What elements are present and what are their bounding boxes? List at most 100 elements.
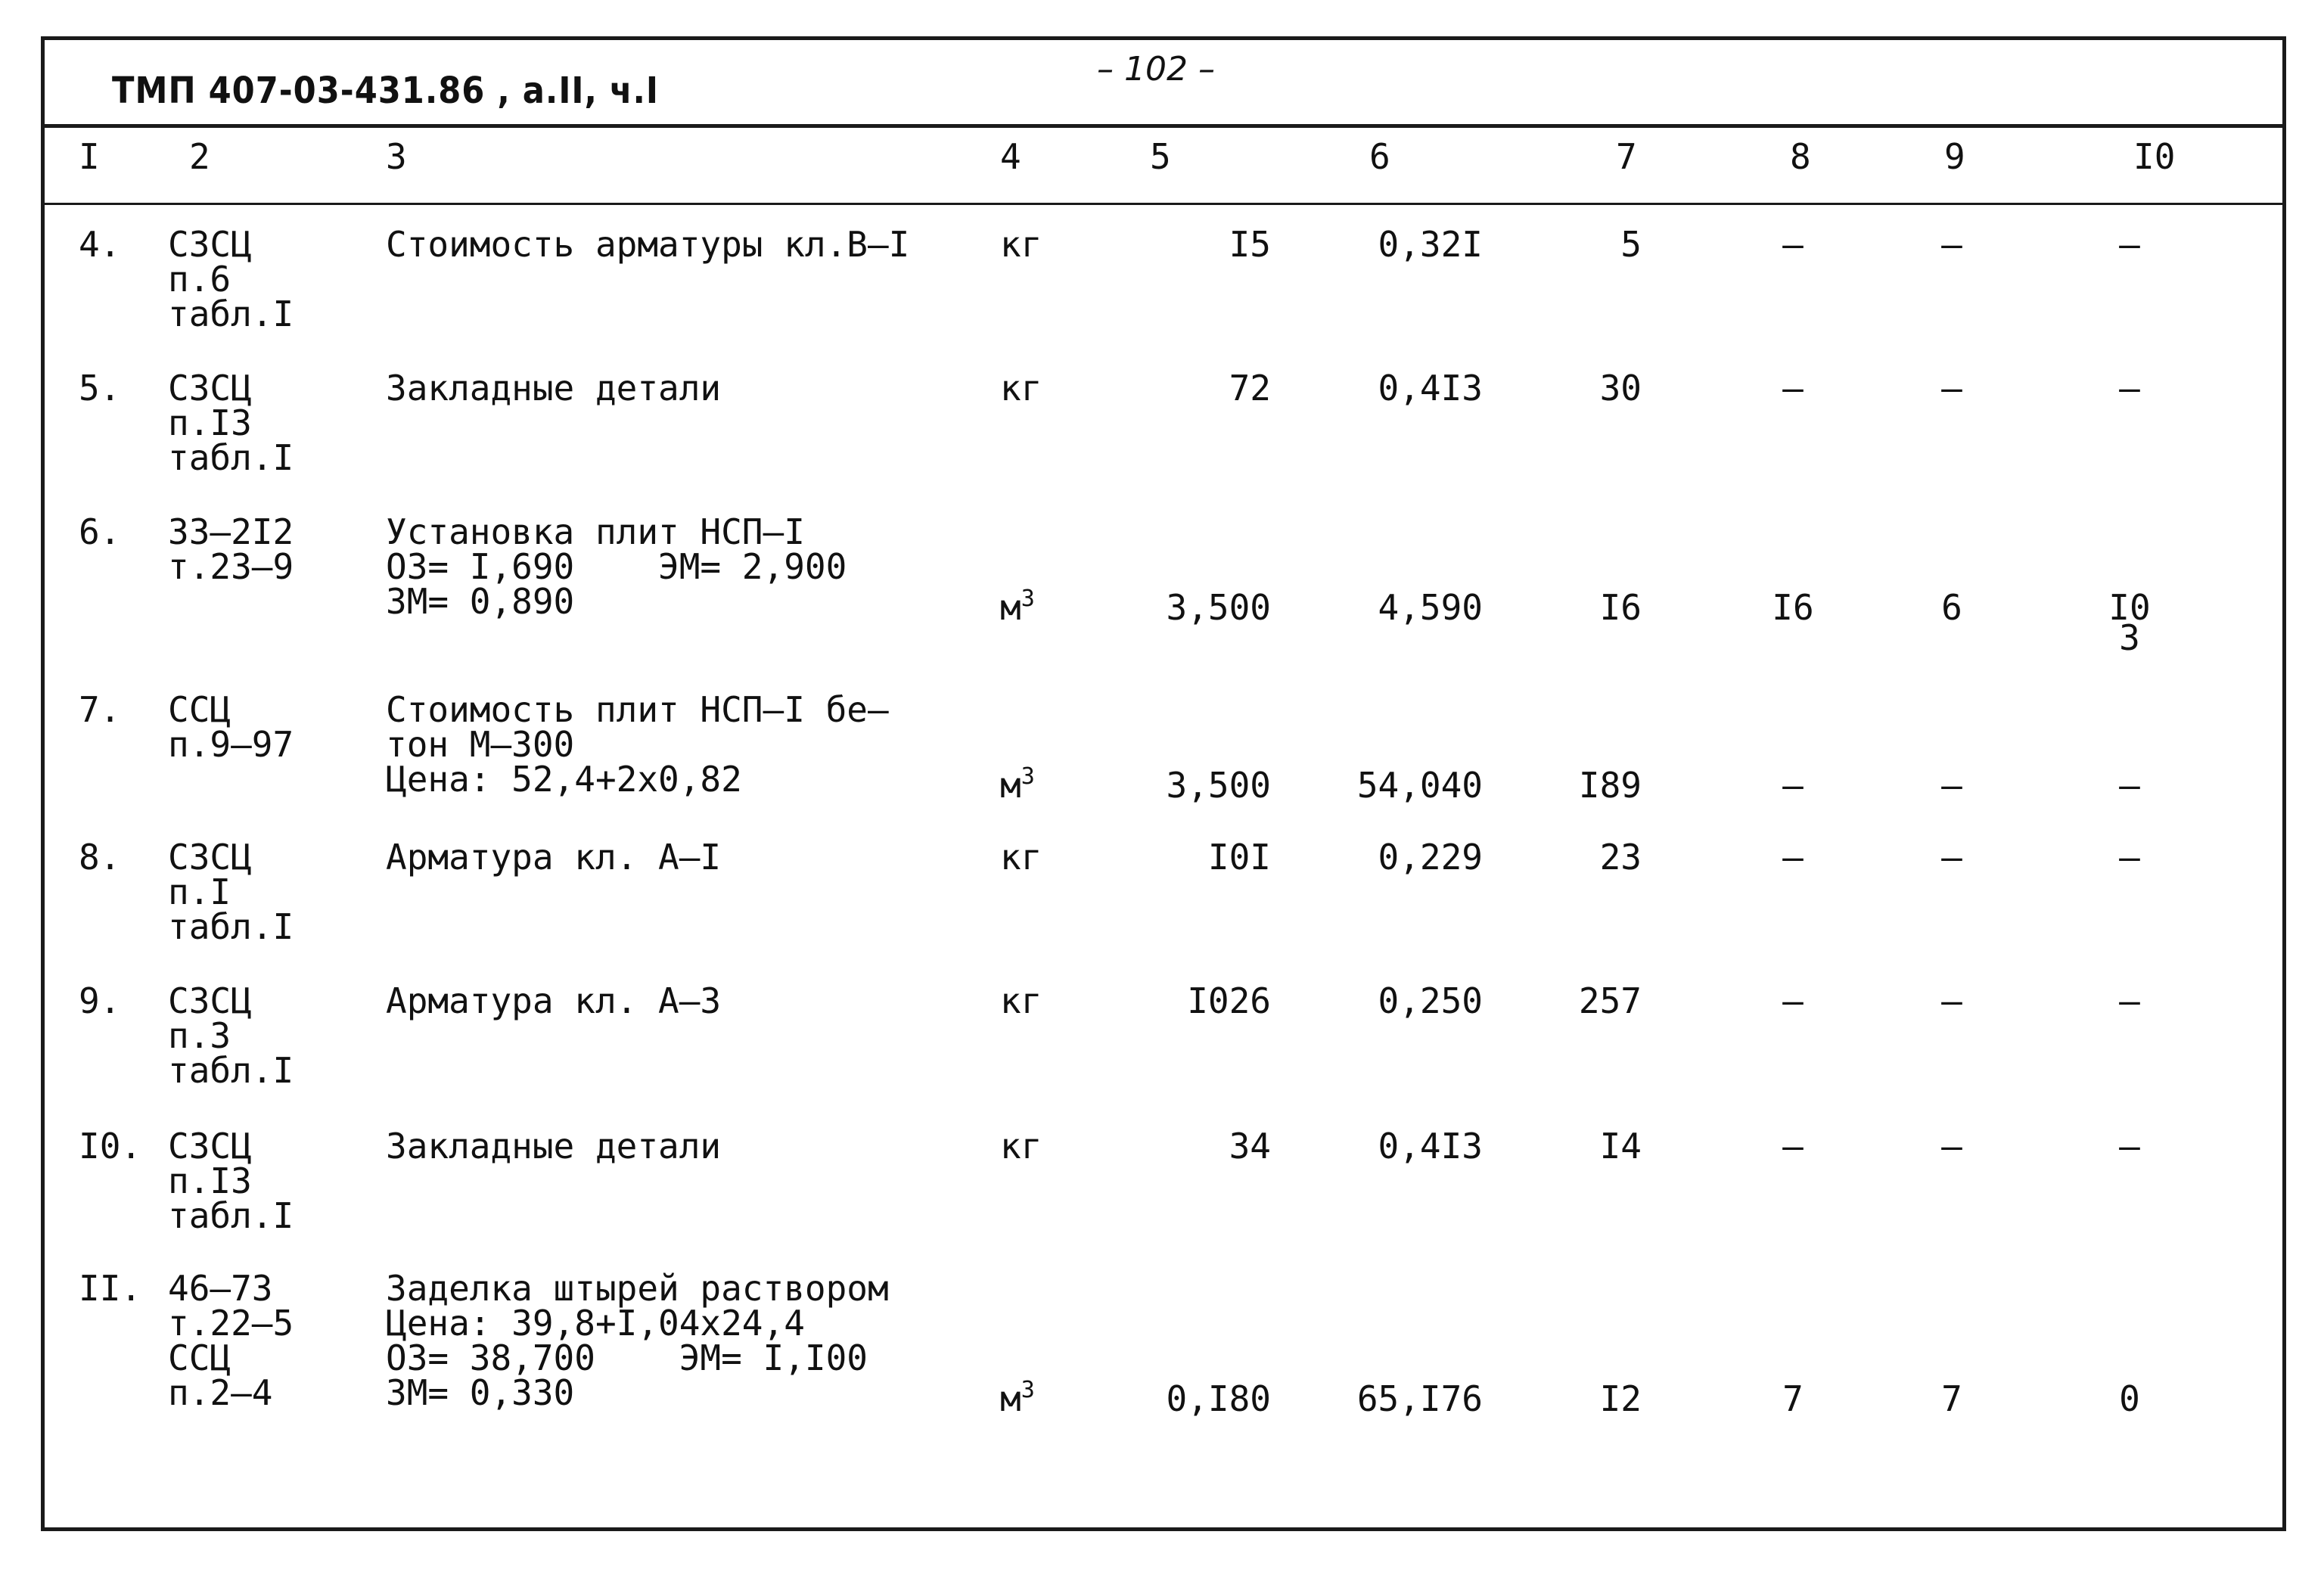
row-total-cost: I89 xyxy=(1578,765,1642,806)
row-reference-line: п.I xyxy=(168,871,231,912)
row-reference-line: 33–2I2 xyxy=(168,511,294,552)
column-header-2: 2 xyxy=(189,136,210,177)
row-unit: кг xyxy=(1000,837,1042,878)
row-quantity: 72 xyxy=(1229,368,1271,409)
column-header-3: 3 xyxy=(386,136,407,177)
row-col8: 7 xyxy=(1782,1378,1804,1419)
row-col9: 6 xyxy=(1941,587,1962,628)
row-reference-line: п.I3 xyxy=(168,402,252,443)
row-reference-line: ССЦ xyxy=(168,689,231,730)
row-col9: – xyxy=(1941,837,1962,878)
row-col8: – xyxy=(1782,224,1804,265)
row-col9: 7 xyxy=(1941,1378,1962,1419)
row-reference-line: т.22–5 xyxy=(168,1303,294,1344)
row-reference-line: ССЦ xyxy=(168,1337,231,1378)
row-description-line: Стоимость арматуры кл.В–I xyxy=(386,224,910,265)
row-reference-line: табл.I xyxy=(168,1195,294,1236)
row-col9: – xyxy=(1941,1126,1962,1167)
row-description-line: ОЗ= 38,700 ЭМ= I,I00 xyxy=(386,1337,868,1378)
column-header-divider xyxy=(41,203,2286,205)
row-col10: – xyxy=(2119,980,2140,1021)
row-col8: I6 xyxy=(1772,587,1814,628)
row-reference-line: табл.I xyxy=(168,1050,294,1091)
row-quantity: I026 xyxy=(1187,980,1271,1021)
row-description-line: Цена: 52,4+2х0,82 xyxy=(386,759,742,800)
row-col10: – xyxy=(2119,837,2140,878)
column-header-7: 7 xyxy=(1616,136,1637,177)
row-total-cost: 23 xyxy=(1599,837,1642,878)
column-header-4: 4 xyxy=(1000,136,1021,177)
column-header-8: 8 xyxy=(1790,136,1811,177)
row-description-line: ЗМ= 0,330 xyxy=(386,1372,575,1413)
unit-exponent: 3 xyxy=(1021,586,1035,612)
row-number: II. xyxy=(79,1268,142,1309)
page-number: – 102 – xyxy=(1097,50,1215,89)
row-total-cost: I4 xyxy=(1599,1126,1642,1167)
row-reference-line: СЗСЦ xyxy=(168,224,252,265)
row-quantity: I0I xyxy=(1207,837,1271,878)
row-col8: – xyxy=(1782,368,1804,409)
unit-exponent: 3 xyxy=(1021,1377,1035,1403)
row-reference-line: табл.I xyxy=(168,906,294,947)
row-total-cost: 30 xyxy=(1599,368,1642,409)
row-col8: – xyxy=(1782,765,1804,806)
row-unit: м3 xyxy=(1000,586,1035,628)
row-number: 4. xyxy=(79,224,121,265)
row-col10: 3 xyxy=(2119,617,2140,658)
row-reference-line: СЗСЦ xyxy=(168,1126,252,1167)
row-description-line: тон М–300 xyxy=(386,724,575,765)
row-reference-line: п.6 xyxy=(168,259,231,300)
document-frame xyxy=(41,36,2286,1531)
row-unit: м3 xyxy=(1000,1377,1035,1419)
row-reference-line: СЗСЦ xyxy=(168,368,252,409)
row-col10: I0 xyxy=(2108,587,2151,628)
document-title: ТМП 407-03-431.86 , а.II, ч.I xyxy=(112,70,659,112)
row-number: 9. xyxy=(79,980,121,1021)
row-col10: 0 xyxy=(2119,1378,2140,1419)
row-description-line: Заделка штырей раствором xyxy=(386,1268,889,1309)
row-total-cost: I2 xyxy=(1599,1378,1642,1419)
row-reference-line: т.23–9 xyxy=(168,546,294,587)
row-unit-price: 0,4I3 xyxy=(1378,1126,1483,1167)
row-reference-line: п.3 xyxy=(168,1015,231,1056)
column-header-6: 6 xyxy=(1369,136,1390,177)
row-unit-price: 54,040 xyxy=(1356,765,1483,806)
row-description-line: Установка плит НСП–I xyxy=(386,511,805,552)
row-description-line: Арматура кл. А–3 xyxy=(386,980,722,1021)
column-header-9: 9 xyxy=(1944,136,1965,177)
row-quantity: 34 xyxy=(1229,1126,1271,1167)
row-col9: – xyxy=(1941,368,1962,409)
column-header-5: 5 xyxy=(1150,136,1171,177)
row-col8: – xyxy=(1782,837,1804,878)
row-unit: м3 xyxy=(1000,763,1035,806)
row-col9: – xyxy=(1941,980,1962,1021)
row-reference-line: п.I3 xyxy=(168,1160,252,1201)
row-unit: кг xyxy=(1000,1126,1042,1167)
row-number: 6. xyxy=(79,511,121,552)
row-description-line: Стоимость плит НСП–I бе– xyxy=(386,689,889,730)
row-description-line: ЗМ= 0,890 xyxy=(386,581,575,622)
row-total-cost: 5 xyxy=(1620,224,1642,265)
row-unit-price: 0,229 xyxy=(1378,837,1483,878)
row-reference-line: табл.I xyxy=(168,437,294,478)
row-quantity: 3,500 xyxy=(1166,765,1271,806)
row-unit: кг xyxy=(1000,980,1042,1021)
row-col10: – xyxy=(2119,368,2140,409)
row-description-line: ОЗ= I,690 ЭМ= 2,900 xyxy=(386,546,847,587)
row-unit-price: 0,4I3 xyxy=(1378,368,1483,409)
row-col9: – xyxy=(1941,224,1962,265)
row-unit-price: 0,32I xyxy=(1378,224,1483,265)
column-header-10: I0 xyxy=(2133,136,2176,177)
row-description-line: Цена: 39,8+I,04х24,4 xyxy=(386,1303,805,1344)
row-col10: – xyxy=(2119,765,2140,806)
row-total-cost: 257 xyxy=(1578,980,1642,1021)
row-unit-price: 4,590 xyxy=(1378,587,1483,628)
row-unit: кг xyxy=(1000,368,1042,409)
row-reference-line: 46–73 xyxy=(168,1268,273,1309)
column-header-1: I xyxy=(79,136,100,177)
row-col9: – xyxy=(1941,765,1962,806)
row-reference-line: табл.I xyxy=(168,294,294,334)
row-reference-line: СЗСЦ xyxy=(168,837,252,878)
row-description-line: Закладные детали xyxy=(386,1126,722,1167)
row-description-line: Закладные детали xyxy=(386,368,722,409)
